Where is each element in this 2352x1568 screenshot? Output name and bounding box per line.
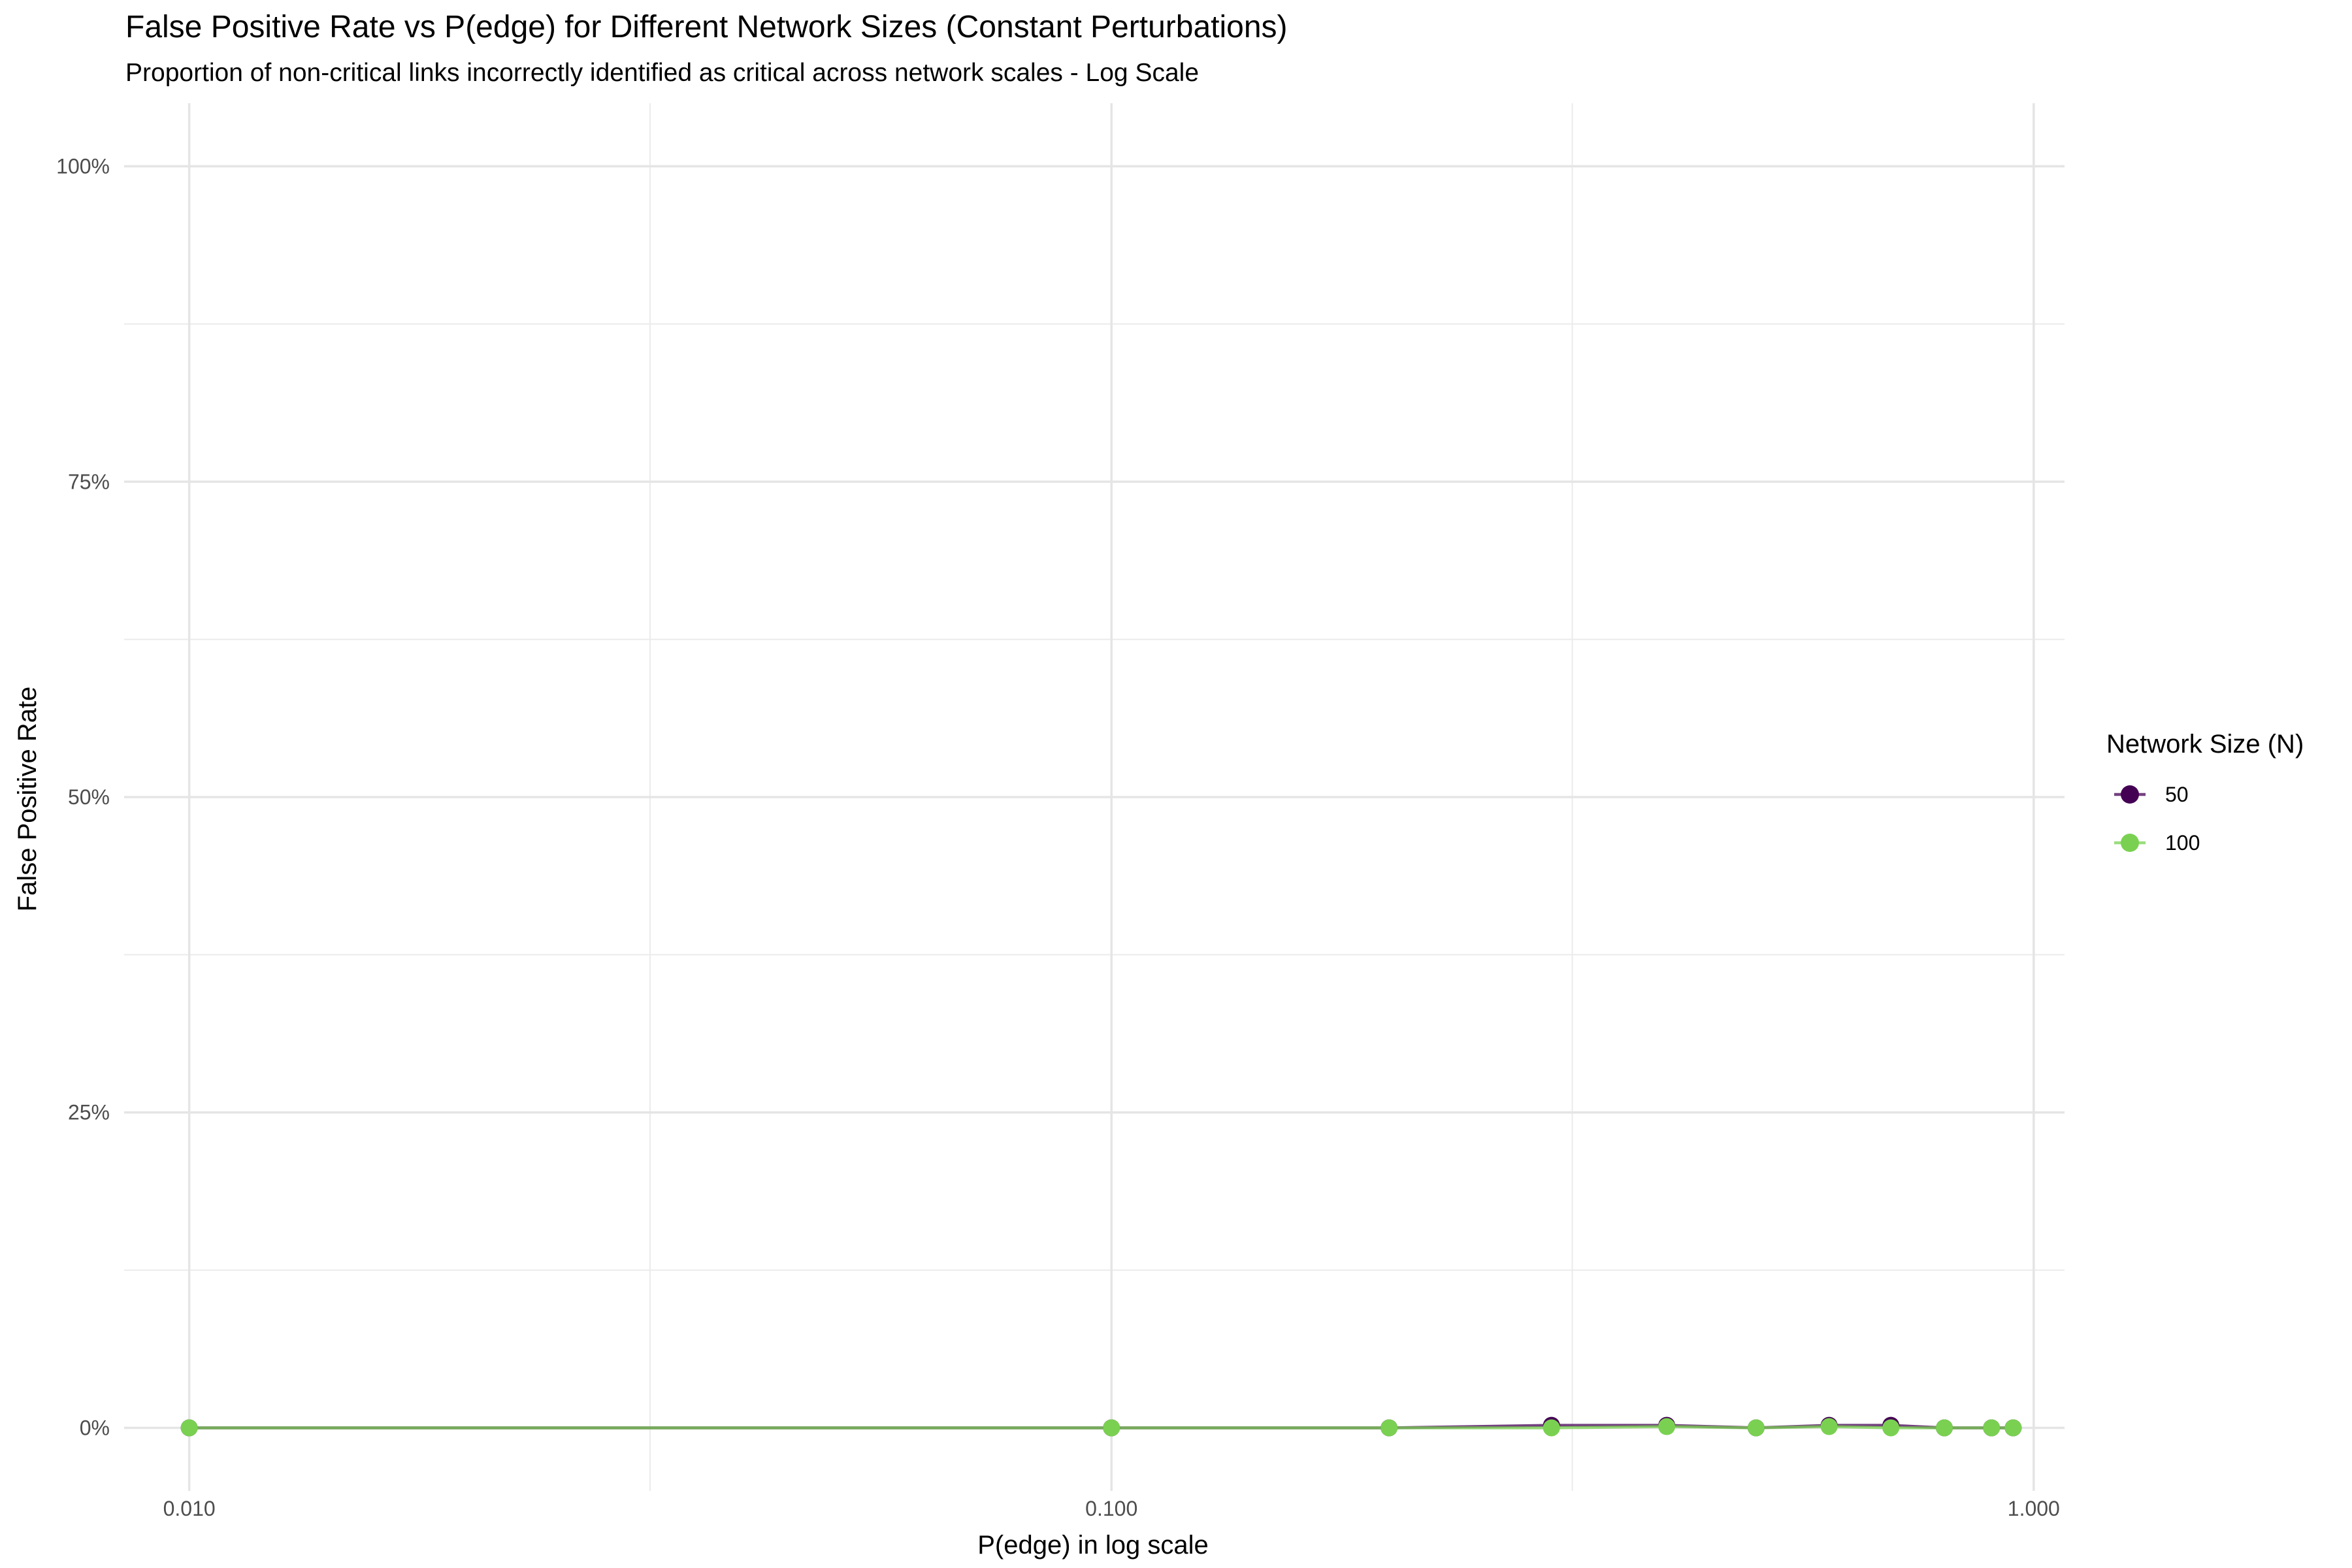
x-axis-ticks: 0.010 0.100 1.000 xyxy=(163,1497,2060,1520)
x-axis-title: P(edge) in log scale xyxy=(977,1531,1209,1560)
data-point-100 xyxy=(180,1419,198,1437)
y-tick-label: 75% xyxy=(68,470,110,493)
data-point-100 xyxy=(1936,1419,1953,1437)
y-tick-label: 25% xyxy=(68,1101,110,1124)
x-tick-label: 0.100 xyxy=(1085,1497,1137,1520)
y-axis-ticks: 0% 25% 50% 75% 100% xyxy=(56,155,110,1440)
data-point-100 xyxy=(1983,1419,2001,1437)
legend-item-50: 50 xyxy=(2114,783,2189,806)
data-point-100 xyxy=(1882,1419,1900,1437)
x-tick-label: 1.000 xyxy=(2008,1497,2060,1520)
y-tick-label: 0% xyxy=(80,1416,110,1439)
legend-title: Network Size (N) xyxy=(2106,730,2304,759)
y-tick-label: 100% xyxy=(56,155,110,178)
legend-label: 50 xyxy=(2165,783,2189,806)
series-lines xyxy=(189,1424,2014,1429)
chart-subtitle: Proportion of non-critical links incorre… xyxy=(125,59,1200,87)
data-point-100 xyxy=(1103,1419,1120,1437)
y-axis-title: False Positive Rate xyxy=(13,687,42,912)
legend-key-point xyxy=(2121,834,2139,852)
data-point-100 xyxy=(1380,1419,1398,1437)
data-point-100 xyxy=(1543,1419,1560,1437)
series-line-100 xyxy=(189,1425,2014,1429)
series-points xyxy=(180,1416,2022,1437)
grid-lines xyxy=(124,103,2065,1491)
legend-key-point xyxy=(2121,785,2139,804)
data-point-100 xyxy=(1820,1418,1838,1435)
legend-item-100: 100 xyxy=(2114,831,2200,855)
data-point-100 xyxy=(1747,1419,1765,1437)
legend: Network Size (N) 50 100 xyxy=(2106,730,2304,855)
data-point-100 xyxy=(1658,1418,1676,1435)
x-tick-label: 0.010 xyxy=(163,1497,216,1520)
data-point-100 xyxy=(2004,1419,2022,1437)
chart-title: False Positive Rate vs P(edge) for Diffe… xyxy=(125,10,1288,44)
legend-label: 100 xyxy=(2165,831,2200,855)
y-tick-label: 50% xyxy=(68,785,110,809)
